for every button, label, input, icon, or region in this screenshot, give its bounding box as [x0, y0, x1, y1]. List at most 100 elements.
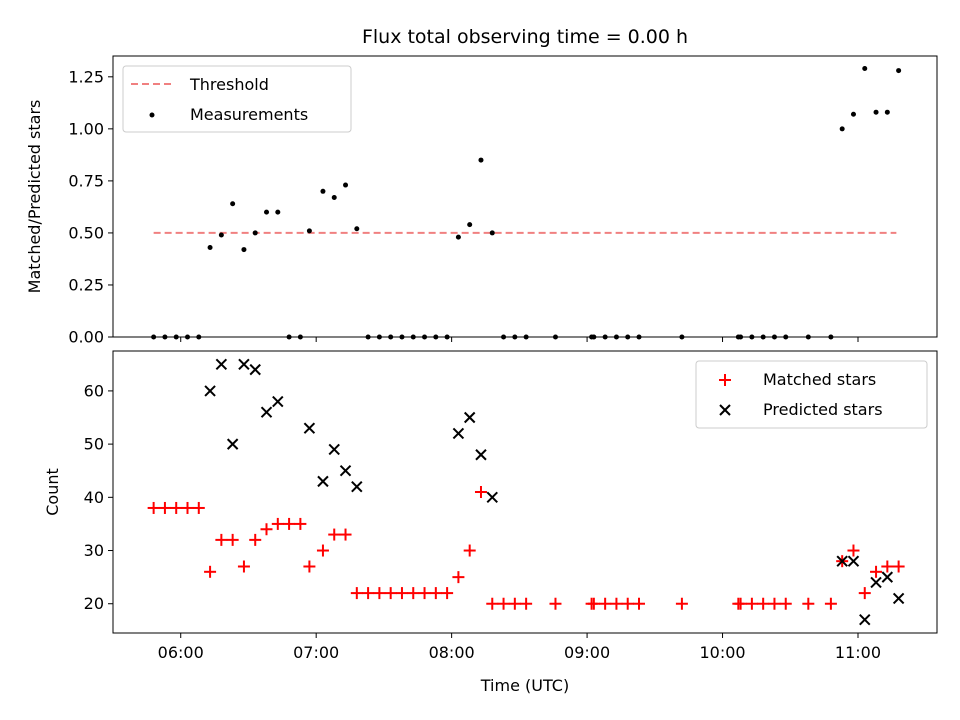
matched-star-point: [158, 501, 171, 514]
measurement-point: [873, 109, 879, 115]
matched-star-point: [441, 587, 454, 600]
matched-star-point: [870, 565, 883, 578]
matched-star-point: [271, 517, 284, 530]
matched-star-point: [463, 544, 476, 557]
matched-star-point: [181, 501, 194, 514]
predicted-star-point: [260, 406, 273, 418]
matched-star-point: [170, 501, 183, 514]
matched-star-point: [757, 597, 770, 610]
matched-star-point: [847, 544, 860, 557]
measurements-legend-label: Measurements: [190, 105, 308, 124]
matched-star-point: [249, 533, 262, 546]
matched-star-point: [452, 571, 465, 584]
matched-star-point: [474, 486, 487, 498]
matched-star-point: [549, 597, 562, 610]
top-plot-area: 0.00 0.25 0.50 0.75 1.00 1.25 Matched/Predict…: [25, 55, 938, 347]
bottom-y-tick-label: 40: [84, 488, 104, 507]
measurement-point: [354, 226, 360, 232]
matched-star-point: [237, 560, 250, 573]
predicted-star-point: [317, 475, 329, 488]
top-y-ticks: 0.00 0.25 0.50 0.75 1.00 1.25: [68, 67, 113, 347]
measurement-point: [478, 157, 484, 163]
top-y-tick-label: 1.25: [68, 67, 104, 86]
bottom-legend: Matched stars Predicted stars: [695, 360, 928, 429]
measurement-point: [264, 209, 270, 215]
matched-star-point: [508, 597, 521, 610]
bottom-y-axis-label: Count: [43, 468, 62, 516]
matched-star-point: [303, 560, 316, 573]
matched-star-point: [881, 560, 894, 573]
bottom-x-tick-label: 08:00: [429, 643, 475, 662]
matched-star-point: [610, 597, 623, 610]
bottom-x-tick-label: 07:00: [293, 643, 339, 662]
measurement-point: [241, 247, 247, 253]
matched-star-point: [395, 587, 408, 600]
matched-star-point: [418, 587, 431, 600]
predicted-star-point: [836, 555, 848, 567]
bottom-x-tick-label: 09:00: [564, 643, 610, 662]
matched-star-point: [226, 533, 239, 546]
top-legend: Threshold Measurements: [122, 65, 352, 133]
matched-star-point: [745, 597, 758, 610]
matched-star-point: [599, 597, 612, 610]
predicted-star-point: [847, 555, 860, 567]
top-y-tick-label: 0.75: [68, 171, 104, 190]
predicted-star-point: [486, 491, 498, 504]
matched-star-point: [294, 517, 307, 530]
matched-star-point: [520, 597, 533, 610]
predicted-star-point: [249, 363, 261, 376]
threshold-legend-label: Threshold: [189, 75, 269, 94]
matched-star-point: [633, 597, 646, 610]
predicted-star-point: [870, 576, 882, 589]
matched-star-point: [373, 587, 386, 600]
predicted-star-point: [215, 358, 228, 371]
measurement-point: [884, 109, 890, 115]
measurement-point: [467, 222, 473, 228]
bottom-x-ticks: 06:00 07:00 08:00 09:00 10:00 11:00: [158, 633, 881, 662]
matched-star-point: [802, 597, 815, 610]
measurement-point: [218, 232, 224, 238]
bottom-y-tick-label: 60: [84, 381, 104, 400]
matched-star-point: [858, 587, 871, 600]
predicted-star-point: [238, 358, 250, 371]
predicted-star-point: [204, 385, 216, 397]
predicted-star-point: [859, 613, 871, 626]
matched-star-point: [316, 544, 329, 557]
matched-star-point: [339, 528, 352, 541]
top-legend-box: [122, 65, 352, 133]
bottom-x-axis-label: Time (UTC): [480, 676, 569, 695]
predicted-star-point: [303, 422, 316, 434]
matched-star-point: [328, 528, 341, 541]
matched-star-point: [260, 523, 273, 536]
matched-star-point: [350, 587, 363, 600]
bottom-plot-frame: [112, 350, 938, 634]
bottom-x-tick-label: 10:00: [699, 643, 745, 662]
predicted-star-point: [892, 592, 905, 605]
top-x-ticks: [180, 337, 859, 342]
measurement-point: [306, 228, 312, 234]
matched-star-point: [192, 501, 205, 514]
top-y-tick-label: 0.50: [68, 223, 104, 242]
bottom-y-tick-label: 20: [84, 594, 104, 613]
top-y-tick-label: 0.00: [68, 328, 104, 347]
predicted-star-point: [475, 449, 487, 461]
bottom-y-tick-label: 50: [84, 435, 104, 454]
top-y-tick-label: 0.25: [68, 275, 104, 294]
matched-star-point: [734, 597, 747, 610]
matched-star-point: [824, 597, 837, 610]
predicted-stars-series: [204, 358, 905, 626]
matched-star-point: [675, 597, 688, 610]
matched-stars-legend-swatch: [719, 374, 731, 386]
predicted-star-point: [463, 411, 476, 424]
predicted-star-point: [328, 443, 340, 456]
measurement-point: [343, 182, 349, 188]
matched-star-point: [892, 560, 905, 573]
predicted-star-point: [226, 438, 239, 450]
bottom-y-ticks: 20 30 40 50 60: [84, 381, 113, 613]
matched-star-point: [384, 587, 397, 600]
matched-star-point: [215, 533, 228, 546]
measurement-point: [275, 209, 281, 215]
predicted-star-point: [272, 395, 284, 408]
predicted-stars-legend-swatch: [719, 404, 731, 416]
measurement-point: [252, 230, 258, 236]
